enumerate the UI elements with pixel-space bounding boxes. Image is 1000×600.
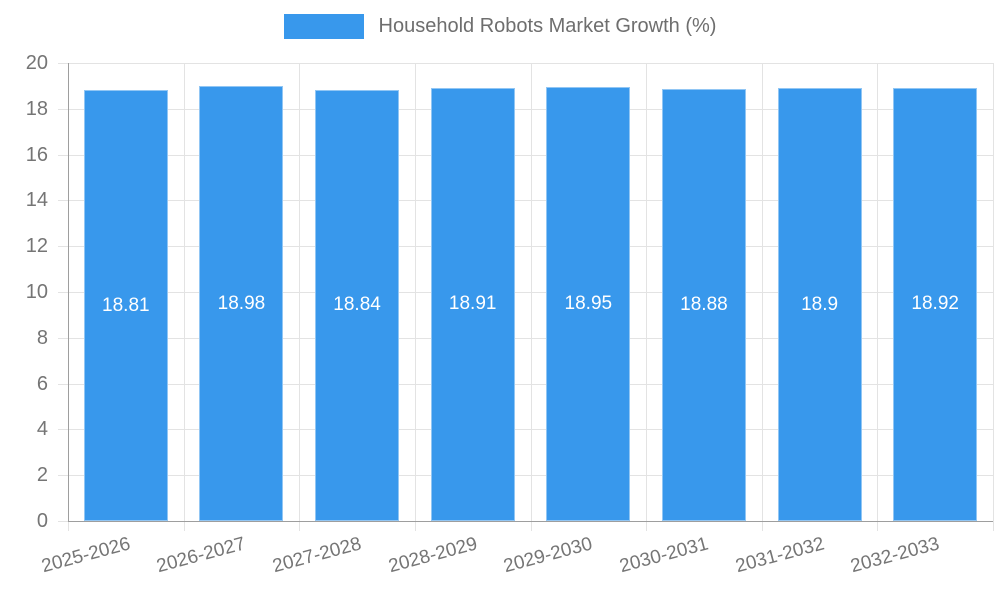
- bar[interactable]: [199, 86, 284, 521]
- bar-value-label: 18.91: [448, 293, 497, 315]
- x-axis-tick: [877, 521, 879, 531]
- x-axis-tick: [68, 521, 69, 531]
- x-axis-tick: [761, 521, 763, 531]
- bar-value-label: 18.88: [680, 293, 728, 315]
- y-axis-tick: [58, 246, 68, 248]
- y-axis-tick: [58, 383, 68, 385]
- x-axis-tick: [299, 521, 301, 531]
- bar[interactable]: [777, 88, 862, 521]
- legend-swatch: [283, 14, 364, 39]
- y-axis-tick: [58, 292, 68, 293]
- bar[interactable]: [893, 87, 978, 521]
- y-axis-tick-label: 6: [36, 372, 48, 395]
- x-gridline: [414, 63, 416, 521]
- bar-value-label: 18.98: [217, 292, 266, 314]
- y-axis-tick: [58, 521, 68, 522]
- legend-item[interactable]: Household Robots Market Growth (%): [0, 14, 1000, 39]
- y-axis-tick-label: 10: [25, 281, 48, 303]
- bar[interactable]: [430, 87, 515, 521]
- bar[interactable]: [661, 88, 746, 521]
- y-axis-tick-label: 4: [36, 418, 48, 441]
- bar-value-label: 18.81: [102, 294, 150, 316]
- x-axis-tick: [646, 521, 648, 531]
- y-axis-tick: [58, 475, 68, 477]
- bar[interactable]: [315, 89, 400, 521]
- y-axis-tick: [58, 108, 68, 110]
- y-axis-tick: [58, 200, 68, 202]
- x-axis-tick: [414, 521, 416, 531]
- y-axis-tick: [58, 337, 68, 339]
- legend-label: Household Robots Market Growth (%): [378, 15, 717, 37]
- bar-value-label: 18.95: [564, 293, 613, 315]
- x-gridline: [761, 63, 763, 521]
- x-gridline: [646, 63, 648, 521]
- x-axis-tick: [530, 521, 532, 531]
- y-axis-tick-label: 18: [25, 97, 48, 120]
- y-axis-tick-label: 20: [25, 52, 48, 74]
- y-axis-tick-label: 8: [36, 326, 48, 349]
- y-axis-tick-label: 2: [36, 464, 48, 487]
- y-axis-line: [68, 63, 69, 521]
- x-axis-tick: [183, 521, 185, 531]
- x-axis-line: [68, 521, 993, 522]
- y-axis-tick-label: 0: [36, 510, 48, 532]
- x-gridline: [183, 63, 185, 521]
- y-axis-tick: [58, 429, 68, 431]
- bar-value-label: 18.92: [911, 293, 959, 315]
- y-axis-tick-label: 16: [25, 143, 48, 166]
- x-gridline: [299, 63, 301, 521]
- x-axis-tick: [993, 521, 994, 531]
- bar[interactable]: [546, 87, 631, 521]
- y-axis-tick-label: 14: [25, 189, 48, 212]
- bar-value-label: 18.84: [333, 294, 381, 316]
- x-gridline: [877, 63, 879, 521]
- y-axis-tick: [58, 154, 68, 156]
- x-gridline: [530, 63, 532, 521]
- bar-value-label: 18.9: [801, 293, 839, 315]
- y-axis-tick: [58, 63, 68, 64]
- y-axis-tick-label: 12: [25, 235, 48, 258]
- bar[interactable]: [83, 90, 168, 521]
- x-gridline: [993, 63, 994, 521]
